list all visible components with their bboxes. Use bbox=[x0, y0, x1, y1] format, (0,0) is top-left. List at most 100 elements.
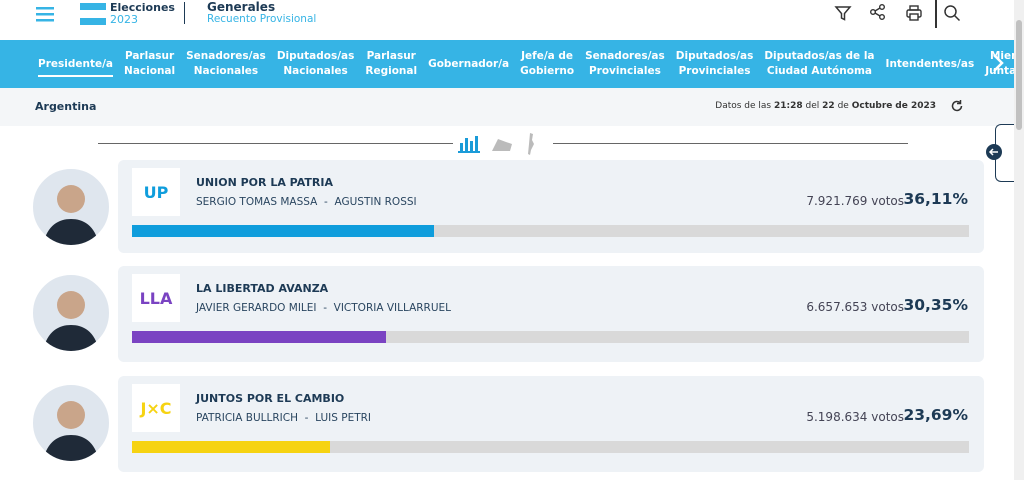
nav-tab-line: Parlasur bbox=[124, 50, 175, 62]
party-logo: LLA bbox=[132, 274, 180, 322]
updated-text: de bbox=[837, 101, 849, 111]
candidate-name: VICTORIA VILLARRUEL bbox=[333, 302, 452, 314]
search-icon[interactable] bbox=[943, 4, 961, 22]
candidate-photo bbox=[28, 270, 114, 356]
percentage: 36,11% bbox=[903, 190, 968, 208]
nav-tab-line: Senadores/as bbox=[585, 50, 665, 62]
updated-time: 21:28 bbox=[774, 101, 803, 111]
nav-tab-line: Diputados/as bbox=[675, 50, 754, 62]
nav-next[interactable] bbox=[988, 52, 1008, 74]
updated: Datos de las 21:28 del 22 de Octubre de … bbox=[715, 101, 936, 111]
party-name: LA LIBERTAD AVANZA bbox=[196, 282, 329, 295]
nav-tab-line: Provinciales bbox=[678, 65, 751, 77]
nav-tab[interactable]: Jefe/a de Gobierno bbox=[520, 49, 574, 79]
party-logo: UP bbox=[132, 168, 180, 216]
nav-tab[interactable]: Diputados/as Provinciales bbox=[676, 49, 754, 79]
view-switch[interactable] bbox=[458, 131, 548, 157]
vote-bar bbox=[132, 331, 387, 343]
menu-icon[interactable] bbox=[36, 6, 54, 22]
candidate-name: JAVIER GERARDO MILEI bbox=[196, 302, 317, 314]
votes-unit: votos bbox=[871, 410, 904, 424]
party-name: UNION POR LA PATRIA bbox=[196, 176, 333, 189]
refresh-icon[interactable] bbox=[950, 99, 964, 113]
nav-tab[interactable]: Diputados/as Nacionales bbox=[277, 49, 355, 79]
candidate-name: SERGIO TOMAS MASSA bbox=[196, 196, 318, 208]
candidate-separator: - bbox=[316, 302, 334, 314]
title: Generales bbox=[207, 0, 276, 14]
share-icon[interactable] bbox=[869, 3, 887, 21]
nav-tab[interactable]: Senadores/as Provinciales bbox=[585, 49, 665, 79]
candidate-separator: - bbox=[317, 196, 335, 208]
party-logo: J×C bbox=[132, 384, 180, 432]
nav-tab[interactable]: Parlasur Regional bbox=[365, 49, 417, 79]
location: Argentina bbox=[35, 100, 97, 113]
percentage: 23,69% bbox=[903, 406, 968, 424]
party-name: JUNTOS POR EL CAMBIO bbox=[196, 392, 345, 405]
scroll-thumb[interactable] bbox=[1016, 20, 1022, 130]
nav-tab[interactable]: Senadores/as Nacionales bbox=[186, 49, 266, 79]
side-tab-button[interactable] bbox=[985, 143, 1003, 161]
nav-tab-line: Parlasur bbox=[366, 50, 416, 62]
nav-tab[interactable]: Presidente/a bbox=[38, 57, 114, 77]
bar-track bbox=[132, 441, 969, 453]
logo-flag bbox=[80, 3, 106, 25]
candidate-name: PATRICIA BULLRICH bbox=[196, 412, 298, 424]
nav-tab-line: Gobierno bbox=[520, 65, 575, 77]
nav-tab[interactable]: Gobernador/a bbox=[428, 57, 509, 72]
nav-tab-line: Nacionales bbox=[283, 65, 348, 77]
vote-count: 6.657.653 votos bbox=[806, 300, 904, 314]
nav-tab[interactable]: Intendentes/as bbox=[886, 57, 975, 72]
nav-tab-line: Nacional bbox=[124, 65, 176, 77]
photo-silhouette bbox=[43, 185, 99, 245]
updated-day: 22 bbox=[822, 101, 835, 111]
nav-tab-line: Junta Comunal bbox=[985, 65, 1014, 77]
result-card: J×C JUNTOS POR EL CAMBIO PATRICIA BULLRICH… bbox=[118, 376, 984, 472]
candidate-name: AGUSTIN ROSSI bbox=[334, 196, 417, 208]
votes-unit: votos bbox=[871, 194, 904, 208]
percentage: 30,35% bbox=[903, 296, 968, 314]
votes: 5.198.634 bbox=[806, 410, 868, 424]
nav-bar: Presidente/a Parlasur Nacional Senadores/as… bbox=[0, 40, 1014, 88]
candidate-photo bbox=[28, 164, 114, 250]
nav-tab-line: Ciudad Autónoma bbox=[766, 65, 872, 77]
separator bbox=[553, 143, 908, 144]
vote-bar bbox=[132, 225, 435, 237]
nav-tab-line: Provinciales bbox=[588, 65, 661, 77]
votes: 7.921.769 bbox=[806, 194, 868, 208]
nav-tab[interactable]: Parlasur Nacional bbox=[124, 49, 175, 79]
divider bbox=[935, 0, 937, 28]
nav-tab-line: Diputados/as bbox=[276, 50, 355, 62]
nav-tab-line: Nacionales bbox=[193, 65, 259, 77]
candidates: JAVIER GERARDO MILEI - VICTORIA VILLARRU… bbox=[196, 302, 451, 314]
vote-count: 7.921.769 votos bbox=[806, 194, 904, 208]
candidate-photo bbox=[28, 380, 114, 466]
updated-year: de 2023 bbox=[895, 101, 936, 111]
votes: 6.657.653 bbox=[806, 300, 868, 314]
candidate-name: LUIS PETRI bbox=[315, 412, 372, 424]
result-card: UP UNION POR LA PATRIA SERGIO TOMAS MASSA … bbox=[118, 160, 984, 253]
nav-tab[interactable]: Miembros de Junta Comunal bbox=[985, 49, 1014, 79]
filter-icon[interactable] bbox=[834, 4, 852, 22]
photo-silhouette bbox=[43, 291, 99, 351]
nav-tab-line: Regional bbox=[365, 65, 418, 77]
nav-tab-line: Diputados/as de la bbox=[764, 50, 875, 62]
vote-bar bbox=[132, 441, 331, 453]
print-icon[interactable] bbox=[905, 4, 923, 22]
nav-tab-line: Presidente/a bbox=[38, 57, 114, 70]
candidates: SERGIO TOMAS MASSA - AGUSTIN ROSSI bbox=[196, 196, 417, 208]
vote-count: 5.198.634 votos bbox=[806, 410, 904, 424]
nav-tab-line: Miembros de bbox=[989, 50, 1014, 62]
subtitle: Recuento Provisional bbox=[207, 13, 317, 25]
updated-text: del bbox=[805, 101, 820, 111]
nav-tab-line: Gobernador/a bbox=[428, 57, 510, 70]
result-card: LLA LA LIBERTAD AVANZA JAVIER GERARDO MILE… bbox=[118, 266, 984, 362]
top-bar: Elecciones 2023 Generales Recuento Provi… bbox=[0, 0, 1014, 40]
bar-track bbox=[132, 225, 969, 237]
candidates: PATRICIA BULLRICH - LUIS PETRI bbox=[196, 412, 371, 424]
updated-text: Datos de las bbox=[715, 101, 772, 111]
votes-unit: votos bbox=[871, 300, 904, 314]
nav-tab[interactable]: Diputados/as de la Ciudad Autónoma bbox=[764, 49, 874, 79]
divider bbox=[184, 2, 185, 24]
